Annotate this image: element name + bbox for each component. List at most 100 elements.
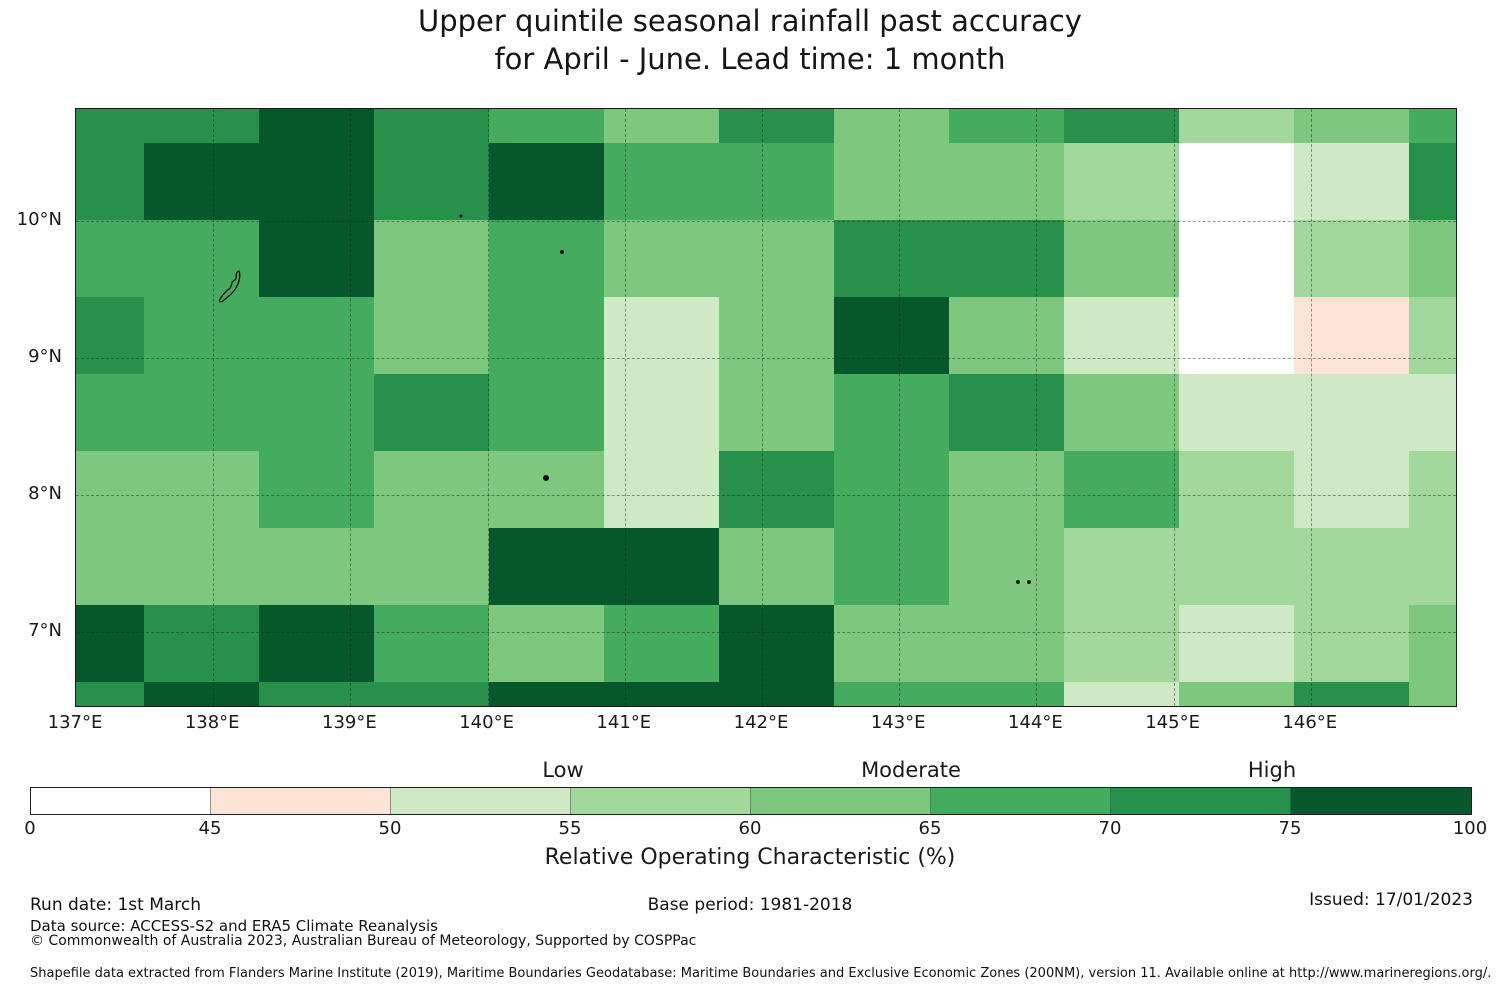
heatmap-cell [76,297,144,374]
heatmap-cell [1409,374,1456,451]
colorbar-category-label: Moderate [861,758,961,782]
colorbar-tick-label: 100 [1452,818,1488,839]
heatmap-cell [719,374,834,451]
parallel-gridline [76,357,1456,359]
heatmap-cell [834,682,949,706]
heatmap-cell [719,109,834,143]
heatmap-cell [1294,374,1409,451]
heatmap-cell [489,528,604,605]
heatmap-cell [489,451,604,528]
heatmap-cell [489,682,604,706]
heatmap-cell [604,143,719,220]
heatmap-cell [1179,528,1294,605]
colorbar-segment [571,788,751,814]
heatmap-cell [1064,374,1179,451]
heatmap-cell [604,374,719,451]
heatmap-cell [834,297,949,374]
heatmap-cell [1294,143,1409,220]
heatmap-cell [1179,220,1294,297]
heatmap-cell [1064,605,1179,682]
meridian-gridline [487,109,489,706]
colorbar-segment [211,788,391,814]
colorbar-segment [1111,788,1291,814]
heatmap-cell [719,682,834,706]
heatmap-cell [259,682,374,706]
heatmap-cell [1064,109,1179,143]
heatmap-cell [144,682,259,706]
meridian-gridline [1173,109,1175,706]
heatmap-cell [144,220,259,297]
heatmap-cell [1409,143,1456,220]
colorbar-tick-label: 50 [378,818,402,839]
x-tick-label: 141°E [596,712,652,733]
heatmap-cell [834,451,949,528]
heatmap-cell [374,605,489,682]
heatmap-cell [76,143,144,220]
heatmap-cell [76,528,144,605]
colorbar-tick-label: 65 [918,818,942,839]
heatmap-cell [1409,682,1456,706]
heatmap-cell [1179,451,1294,528]
colorbar-segment [391,788,571,814]
heatmap-cell [1294,528,1409,605]
colorbar-segment [1291,788,1471,814]
base-period-text: Base period: 1981-2018 [647,895,853,915]
meridian-gridline [762,109,763,706]
heatmap-cell [949,605,1064,682]
heatmap-cell [374,451,489,528]
meridian-gridline [1036,109,1038,706]
colorbar-segment [751,788,931,814]
heatmap-cell [949,374,1064,451]
heatmap-cell [259,528,374,605]
heatmap-cell [1409,220,1456,297]
heatmap-cell [76,374,144,451]
heatmap-cell [1179,143,1294,220]
heatmap-cell [604,451,719,528]
heatmap-cell [1179,297,1294,374]
heatmap-cell [604,220,719,297]
heatmap-cell [604,528,719,605]
heatmap-cell [834,109,949,143]
heatmap-cell [259,297,374,374]
heatmap-cell [1064,528,1179,605]
heatmap-cell [259,374,374,451]
heatmap-cell [489,143,604,220]
heatmap-cell [1409,605,1456,682]
heatmap-cell [1064,143,1179,220]
heatmap-cell [374,220,489,297]
heatmap-cell [719,143,834,220]
heatmap-cell [489,374,604,451]
heatmap-cell [76,605,144,682]
y-tick-label: 8°N [28,482,62,504]
colorbar-tick-label: 0 [24,818,36,839]
heatmap-cell [144,143,259,220]
chart-title-line1: Upper quintile seasonal rainfall past ac… [418,4,1082,38]
heatmap-cell [949,682,1064,706]
meridian-gridline [899,109,901,706]
heatmap-cell [719,605,834,682]
heatmap-cell [76,682,144,706]
colorbar-tick-label: 70 [1098,818,1122,839]
x-tick-label: 144°E [1008,712,1063,733]
colorbar-tick-label: 60 [738,818,762,839]
heatmap-cell [834,605,949,682]
parallel-gridline [76,632,1456,634]
heatmap-cell [1409,451,1456,528]
colorbar [30,787,1472,815]
heatmap-cell [719,220,834,297]
chart-title-line2: for April - June. Lead time: 1 month [494,42,1006,76]
heatmap-cell [1294,682,1409,706]
heatmap-cell [949,528,1064,605]
copyright-text: © Commonwealth of Australia 2023, Austra… [30,933,697,949]
heatmap-cell [1179,605,1294,682]
meridian-gridline [350,109,352,706]
y-tick-label: 9°N [28,345,62,367]
heatmap-cell [259,605,374,682]
x-tick-label: 146°E [1282,712,1338,733]
heatmap-cell [489,297,604,374]
heatmap-cell [144,605,259,682]
heatmap-cell [604,605,719,682]
heatmap-cell [76,451,144,528]
heatmap-cell [259,143,374,220]
